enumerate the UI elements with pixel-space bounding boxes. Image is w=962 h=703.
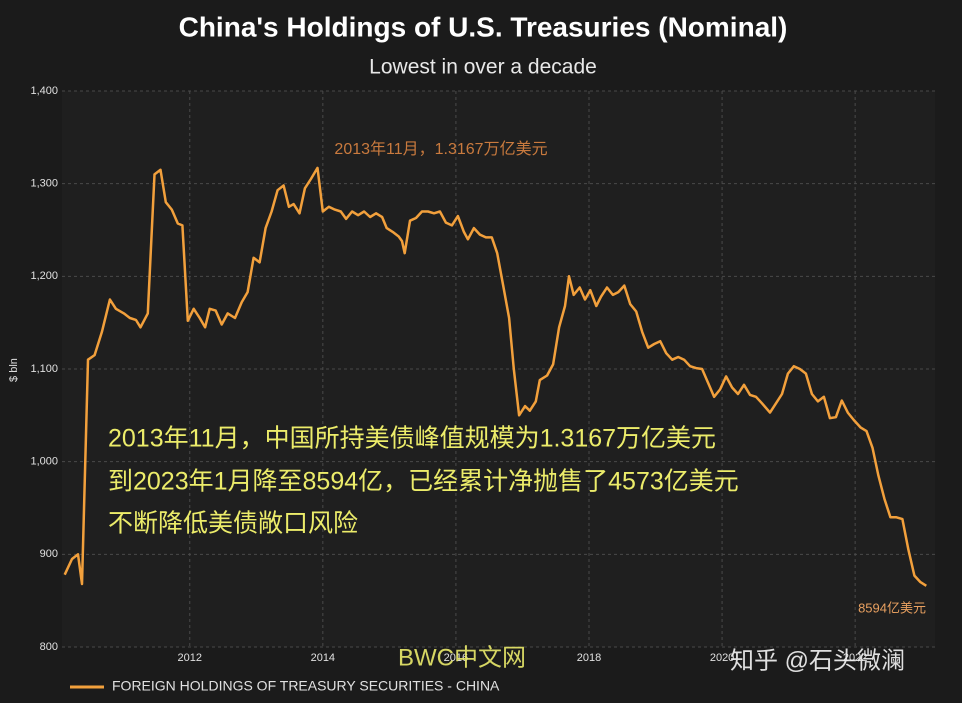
y-tick-label: 900 (40, 548, 58, 560)
annotation: 到2023年1月降至8594亿，已经累计净抛售了4573亿美元 (108, 468, 739, 496)
annotation: 不断降低美债敞口风险 (108, 510, 358, 538)
y-tick-label: 1,000 (30, 456, 58, 468)
x-tick-label: 2022 (843, 652, 867, 664)
y-tick-label: 800 (40, 641, 58, 653)
chart-title: China's Holdings of U.S. Treasuries (Nom… (179, 11, 788, 42)
chart-subtitle: Lowest in over a decade (369, 56, 597, 79)
x-tick-label: 2016 (444, 652, 468, 664)
plot-area (62, 91, 935, 647)
y-tick-label: 1,300 (30, 178, 58, 190)
x-tick-label: 2020 (710, 652, 734, 664)
y-tick-label: 1,400 (30, 85, 58, 97)
annotation: 2013年11月，中国所持美债峰值规模为1.3167万亿美元 (108, 425, 716, 453)
y-tick-label: 1,100 (30, 363, 58, 375)
legend-label: FOREIGN HOLDINGS OF TREASURY SECURITIES … (112, 678, 500, 694)
x-tick-label: 2018 (577, 652, 601, 664)
annotation: 2013年11月，1.3167万亿美元 (334, 140, 547, 158)
watermark: 知乎 @石头微澜 (730, 647, 905, 674)
watermark: BWC中文网 (398, 644, 526, 671)
data-line (63, 166, 927, 587)
x-tick-label: 2014 (311, 652, 335, 664)
annotation: 8594亿美元 (858, 600, 926, 615)
y-tick-label: 1,200 (30, 270, 58, 282)
y-axis-label: $ bln (8, 358, 20, 382)
x-tick-label: 2012 (178, 652, 202, 664)
